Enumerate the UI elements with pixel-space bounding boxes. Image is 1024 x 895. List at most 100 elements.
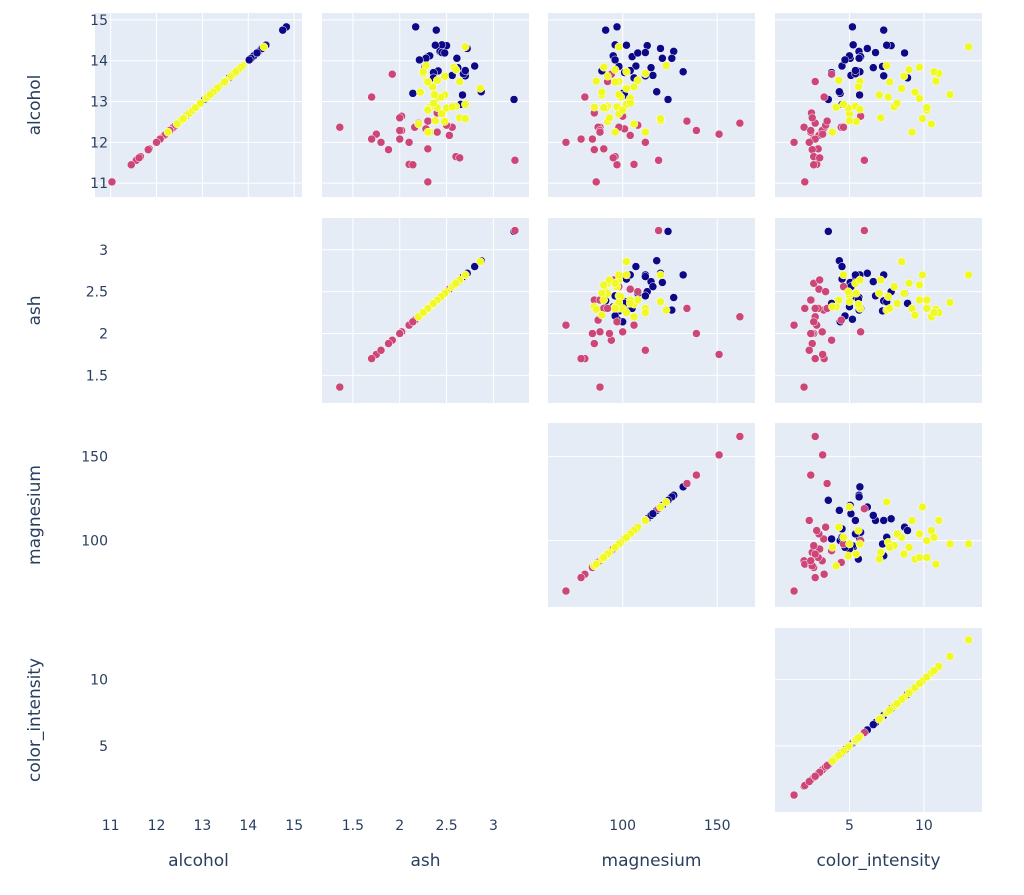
data-point[interactable]: [416, 87, 425, 97]
data-point[interactable]: [837, 262, 847, 271]
data-point[interactable]: [882, 61, 891, 70]
data-point[interactable]: [510, 156, 520, 165]
data-point[interactable]: [927, 119, 936, 129]
data-point[interactable]: [810, 573, 820, 582]
data-point[interactable]: [692, 329, 701, 338]
data-point[interactable]: [876, 275, 885, 285]
data-point[interactable]: [851, 549, 861, 559]
data-point[interactable]: [509, 95, 519, 104]
data-point[interactable]: [384, 339, 393, 348]
data-point[interactable]: [918, 270, 927, 280]
data-point[interactable]: [834, 295, 843, 305]
data-point[interactable]: [922, 672, 932, 682]
panel-magnesium-vs-color_intensity[interactable]: [775, 423, 982, 607]
data-point[interactable]: [907, 516, 917, 525]
data-point[interactable]: [851, 289, 861, 298]
data-point[interactable]: [561, 320, 571, 330]
data-point[interactable]: [922, 295, 932, 305]
data-point[interactable]: [869, 63, 878, 72]
data-point[interactable]: [652, 256, 661, 265]
data-point[interactable]: [871, 48, 880, 57]
data-point[interactable]: [854, 82, 863, 92]
data-point[interactable]: [430, 90, 439, 99]
data-point[interactable]: [682, 479, 692, 488]
data-point[interactable]: [827, 335, 836, 345]
data-point[interactable]: [196, 98, 205, 108]
data-point[interactable]: [915, 679, 924, 688]
data-point[interactable]: [874, 554, 884, 564]
panel-magnesium-vs-magnesium[interactable]: [548, 423, 755, 607]
data-point[interactable]: [455, 153, 464, 163]
data-point[interactable]: [127, 160, 136, 170]
data-point[interactable]: [661, 305, 671, 315]
data-point[interactable]: [610, 127, 620, 137]
data-point[interactable]: [819, 569, 829, 579]
data-point[interactable]: [408, 160, 418, 170]
data-point[interactable]: [714, 350, 724, 359]
data-point[interactable]: [408, 317, 418, 327]
data-point[interactable]: [876, 113, 885, 123]
data-point[interactable]: [404, 138, 414, 147]
data-point[interactable]: [922, 103, 932, 112]
data-point[interactable]: [591, 559, 601, 569]
data-point[interactable]: [907, 127, 917, 137]
data-point[interactable]: [614, 270, 624, 280]
data-point[interactable]: [588, 134, 597, 144]
data-point[interactable]: [915, 529, 924, 539]
data-point[interactable]: [910, 310, 920, 320]
data-point[interactable]: [610, 77, 620, 87]
data-point[interactable]: [915, 280, 924, 290]
data-point[interactable]: [834, 751, 843, 760]
data-point[interactable]: [931, 76, 941, 86]
data-point[interactable]: [839, 122, 848, 132]
data-point[interactable]: [831, 102, 841, 112]
data-point[interactable]: [855, 275, 865, 285]
data-point[interactable]: [429, 98, 438, 108]
data-point[interactable]: [395, 113, 404, 123]
data-point[interactable]: [178, 114, 188, 123]
data-point[interactable]: [915, 295, 924, 305]
data-point[interactable]: [869, 720, 878, 729]
data-point[interactable]: [440, 48, 449, 58]
data-point[interactable]: [588, 329, 597, 338]
data-point[interactable]: [929, 67, 939, 76]
data-point[interactable]: [629, 160, 639, 169]
data-point[interactable]: [335, 382, 345, 392]
data-point[interactable]: [855, 482, 865, 492]
data-point[interactable]: [899, 289, 909, 298]
panel-alcohol-vs-alcohol[interactable]: [95, 13, 302, 197]
data-point[interactable]: [800, 304, 810, 313]
data-point[interactable]: [945, 90, 955, 99]
data-point[interactable]: [821, 287, 830, 296]
data-point[interactable]: [899, 71, 909, 81]
data-point[interactable]: [837, 315, 846, 325]
data-point[interactable]: [904, 688, 914, 698]
data-point[interactable]: [892, 529, 902, 539]
data-point[interactable]: [622, 84, 631, 93]
data-point[interactable]: [855, 90, 864, 100]
data-point[interactable]: [807, 145, 817, 154]
data-point[interactable]: [904, 279, 914, 288]
data-point[interactable]: [376, 138, 386, 147]
data-point[interactable]: [455, 77, 464, 86]
data-point[interactable]: [964, 270, 973, 280]
data-point[interactable]: [929, 308, 939, 317]
data-point[interactable]: [860, 156, 869, 165]
data-point[interactable]: [828, 302, 837, 311]
data-point[interactable]: [641, 346, 650, 355]
data-point[interactable]: [641, 291, 650, 301]
data-point[interactable]: [641, 516, 650, 525]
data-point[interactable]: [652, 87, 661, 96]
data-point[interactable]: [599, 63, 609, 72]
data-point[interactable]: [922, 553, 932, 562]
data-point[interactable]: [897, 257, 906, 266]
data-point[interactable]: [822, 116, 832, 126]
data-point[interactable]: [658, 54, 667, 63]
data-point[interactable]: [851, 516, 860, 525]
data-point[interactable]: [612, 317, 622, 327]
data-point[interactable]: [922, 304, 932, 313]
data-point[interactable]: [641, 308, 650, 317]
data-point[interactable]: [845, 539, 854, 549]
data-point[interactable]: [899, 549, 909, 559]
data-point[interactable]: [625, 299, 635, 308]
